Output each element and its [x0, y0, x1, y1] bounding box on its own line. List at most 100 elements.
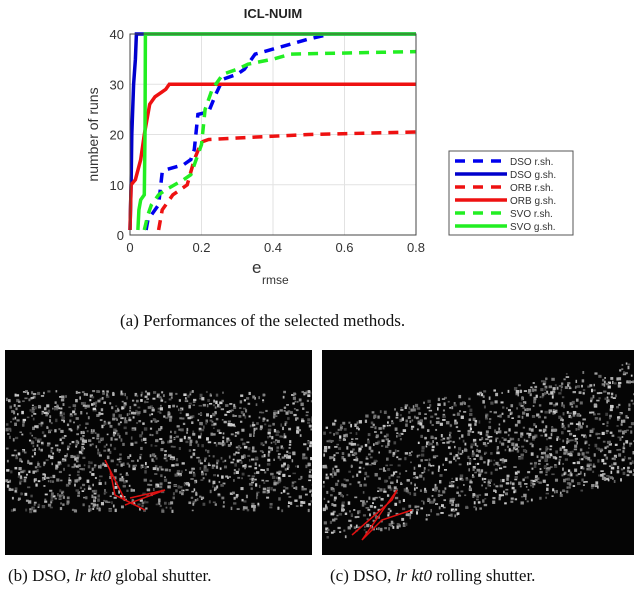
point: [574, 439, 577, 443]
point: [175, 489, 178, 493]
point: [245, 494, 248, 499]
point: [27, 460, 30, 464]
point: [227, 420, 231, 423]
point: [293, 393, 297, 396]
point: [385, 445, 389, 448]
point: [125, 480, 128, 483]
point: [572, 485, 576, 487]
point: [147, 406, 152, 409]
point: [192, 404, 196, 406]
point: [187, 436, 191, 440]
point: [561, 382, 564, 385]
point: [476, 468, 480, 472]
point: [394, 408, 396, 411]
point: [103, 499, 106, 502]
point: [287, 502, 291, 505]
point: [34, 451, 36, 456]
point: [428, 463, 431, 467]
point: [213, 399, 215, 403]
point: [522, 402, 526, 405]
point: [188, 449, 192, 452]
point: [29, 462, 33, 465]
point: [227, 476, 229, 479]
point: [579, 425, 583, 429]
point: [185, 469, 187, 471]
point: [52, 474, 56, 479]
point: [478, 420, 481, 424]
point: [29, 508, 32, 511]
point: [435, 443, 439, 446]
point: [330, 512, 335, 516]
point: [472, 467, 475, 472]
point: [5, 427, 9, 432]
point: [168, 469, 171, 472]
point: [347, 453, 351, 457]
point: [495, 485, 499, 488]
point: [109, 443, 112, 447]
point: [11, 496, 14, 500]
point: [164, 450, 167, 453]
point: [565, 478, 569, 481]
point: [23, 478, 27, 483]
point: [158, 498, 161, 501]
point: [157, 407, 162, 410]
point: [453, 401, 456, 405]
point: [507, 389, 510, 393]
point: [259, 425, 263, 429]
point: [174, 430, 177, 434]
point: [118, 490, 121, 494]
point: [141, 431, 144, 435]
point: [142, 492, 146, 495]
point: [322, 485, 325, 488]
point: [307, 508, 310, 513]
point: [474, 463, 477, 466]
point: [449, 424, 453, 427]
point: [208, 403, 213, 405]
point: [98, 454, 102, 457]
point: [630, 422, 634, 426]
point: [292, 451, 296, 456]
point: [157, 502, 161, 505]
point: [258, 396, 261, 400]
point: [233, 469, 236, 472]
point: [235, 493, 239, 497]
point: [225, 404, 229, 407]
point: [261, 451, 265, 454]
point: [283, 433, 286, 437]
point: [191, 390, 194, 393]
point: [31, 404, 34, 407]
point: [40, 448, 43, 452]
point: [581, 452, 585, 456]
point: [628, 403, 631, 407]
point: [17, 475, 21, 478]
point: [502, 478, 505, 483]
point: [32, 417, 35, 421]
point: [437, 407, 439, 411]
point: [530, 484, 534, 487]
point: [454, 514, 457, 518]
point: [489, 459, 493, 462]
point: [469, 412, 473, 417]
point: [469, 485, 471, 488]
point: [279, 409, 283, 412]
point: [582, 467, 585, 470]
point: [58, 498, 62, 500]
point: [217, 442, 221, 445]
point: [552, 411, 556, 415]
point: [585, 435, 587, 439]
point: [600, 448, 603, 451]
point: [169, 455, 173, 459]
point: [390, 520, 394, 525]
point: [81, 490, 85, 492]
point: [220, 483, 224, 487]
point: [489, 410, 492, 413]
point: [476, 448, 478, 452]
point: [179, 417, 183, 420]
series-line-svo-r-sh-: [142, 49, 417, 231]
point: [528, 432, 532, 436]
point: [132, 466, 136, 471]
point: [145, 507, 148, 510]
point: [74, 457, 77, 461]
point: [606, 392, 611, 395]
point: [451, 499, 455, 504]
